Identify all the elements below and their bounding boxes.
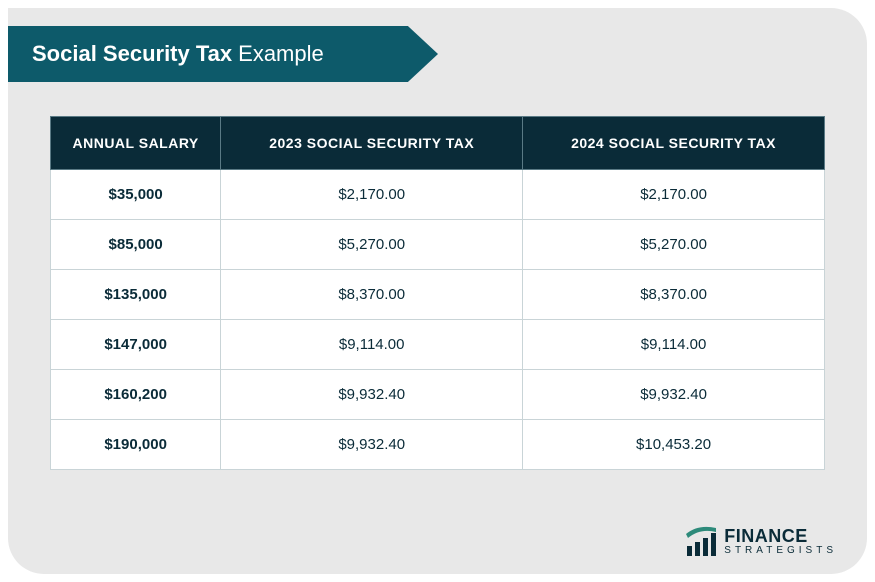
cell-salary: $160,200 — [51, 370, 221, 420]
title-banner: Social Security Tax Example — [8, 26, 438, 82]
logo-line1: FINANCE — [724, 527, 837, 545]
col-header-salary: ANNUAL SALARY — [51, 117, 221, 170]
title-bold: Social Security Tax — [32, 41, 232, 67]
table-row: $147,000 $9,114.00 $9,114.00 — [51, 320, 825, 370]
col-header-2024: 2024 SOCIAL SECURITY TAX — [523, 117, 825, 170]
cell-2023: $8,370.00 — [221, 270, 523, 320]
cell-2024: $10,453.20 — [523, 420, 825, 470]
cell-2024: $5,270.00 — [523, 220, 825, 270]
cell-2024: $2,170.00 — [523, 170, 825, 220]
cell-salary: $190,000 — [51, 420, 221, 470]
tax-table: ANNUAL SALARY 2023 SOCIAL SECURITY TAX 2… — [50, 116, 825, 470]
brand-logo: FINANCE STRATEGISTS — [684, 526, 837, 556]
cell-salary: $35,000 — [51, 170, 221, 220]
cell-2023: $5,270.00 — [221, 220, 523, 270]
cell-2024: $9,932.40 — [523, 370, 825, 420]
cell-salary: $135,000 — [51, 270, 221, 320]
logo-icon — [684, 526, 718, 556]
content-card: Social Security Tax Example ANNUAL SALAR… — [8, 8, 867, 574]
table-header-row: ANNUAL SALARY 2023 SOCIAL SECURITY TAX 2… — [51, 117, 825, 170]
cell-salary: $147,000 — [51, 320, 221, 370]
title-light: Example — [238, 41, 324, 67]
cell-2024: $8,370.00 — [523, 270, 825, 320]
cell-2023: $2,170.00 — [221, 170, 523, 220]
cell-2023: $9,932.40 — [221, 370, 523, 420]
col-header-2023: 2023 SOCIAL SECURITY TAX — [221, 117, 523, 170]
cell-2024: $9,114.00 — [523, 320, 825, 370]
table-row: $35,000 $2,170.00 $2,170.00 — [51, 170, 825, 220]
logo-line2: STRATEGISTS — [724, 546, 837, 556]
table-row: $135,000 $8,370.00 $8,370.00 — [51, 270, 825, 320]
cell-2023: $9,114.00 — [221, 320, 523, 370]
cell-2023: $9,932.40 — [221, 420, 523, 470]
table-row: $190,000 $9,932.40 $10,453.20 — [51, 420, 825, 470]
tax-table-container: ANNUAL SALARY 2023 SOCIAL SECURITY TAX 2… — [50, 116, 825, 470]
table-row: $85,000 $5,270.00 $5,270.00 — [51, 220, 825, 270]
table-row: $160,200 $9,932.40 $9,932.40 — [51, 370, 825, 420]
logo-text: FINANCE STRATEGISTS — [724, 527, 837, 556]
cell-salary: $85,000 — [51, 220, 221, 270]
